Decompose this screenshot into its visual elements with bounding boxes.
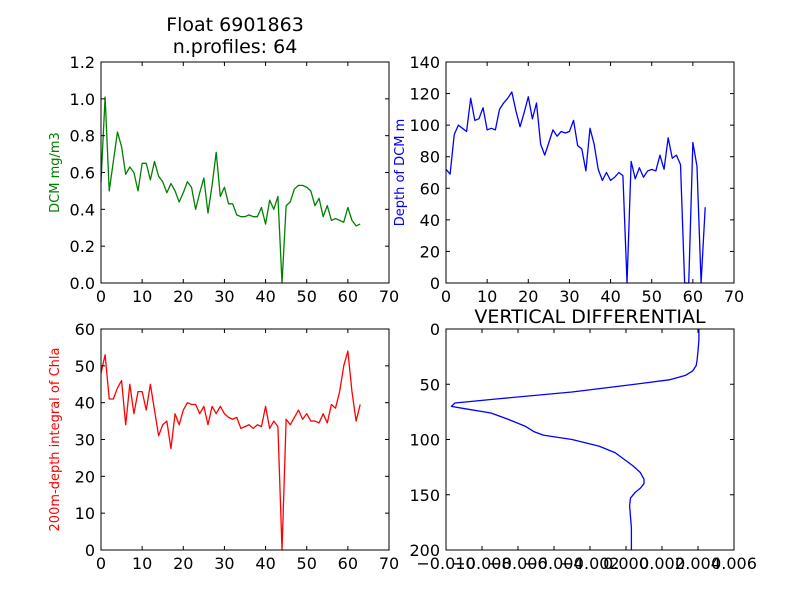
y-tick-label: 60	[75, 320, 95, 339]
x-tick-label: 20	[518, 287, 538, 306]
x-tick-label: 70	[379, 287, 399, 306]
y-tick-label: 30	[75, 431, 95, 450]
y-tick-label: 120	[409, 85, 440, 104]
x-tick-label: −0.010	[416, 554, 475, 573]
x-tick-label: 20	[173, 287, 193, 306]
series-line-3-1	[100, 350, 361, 551]
x-tick-label: 0.000	[603, 554, 649, 573]
y-tick-label: 0.0	[70, 274, 95, 293]
y-tick-label: 1.2	[70, 53, 95, 72]
panel-title: VERTICAL DIFFERENTIAL	[474, 306, 706, 328]
y-tick-label: 60	[420, 179, 440, 198]
y-tick-label: 20	[420, 242, 440, 261]
x-tick-label: 50	[642, 287, 662, 306]
y-tick-label: 20	[75, 467, 95, 486]
panel-3: 0 10 20 30 40 50 60 70 0 10 20 30 40 50 60 200m-depth i…	[48, 320, 399, 573]
x-tick-label: 0.004	[675, 554, 721, 573]
x-tick-label: 0	[96, 554, 106, 573]
y-tick-label: 50	[420, 375, 440, 394]
series-line-2-1	[445, 91, 706, 284]
x-tick-label: 40	[255, 287, 275, 306]
y-tick-label: 200	[409, 541, 440, 560]
y-tick-label: 0.6	[70, 164, 95, 183]
y-tick-label: 150	[409, 486, 440, 505]
x-tick-label: 0	[441, 287, 451, 306]
panel-2: 0 10 20 30 40 50 60 70 0 20 40 60 80 100 120 140 Depth o…	[393, 53, 744, 306]
x-tick-label: 20	[173, 554, 193, 573]
x-tick-label: 10	[132, 287, 152, 306]
y-tick-label: 10	[75, 504, 95, 523]
y-tick-label: 40	[420, 211, 440, 230]
x-tick-label: 0	[96, 287, 106, 306]
x-tick-label: 0.006	[711, 554, 757, 573]
chart-title-line-2: n.profiles: 64	[173, 36, 298, 58]
x-tick-label: 50	[297, 554, 317, 573]
panel-1: 0 10 20 30 40 50 60 70 0.0 0.2 0.4 0.6 0.8 1.0 1.2 DCM …	[48, 14, 399, 306]
y-tick-label: 0.8	[70, 127, 95, 146]
y-tick-label: 0	[85, 541, 95, 560]
y-tick-label: 0.2	[70, 237, 95, 256]
x-tick-label: −0.004	[524, 554, 583, 573]
x-tick-label: 30	[214, 554, 234, 573]
x-tick-label: 10	[477, 287, 497, 306]
x-tick-label: 60	[683, 287, 703, 306]
x-tick-label: 0.002	[639, 554, 685, 573]
x-tick-label: 70	[724, 287, 744, 306]
x-tick-label: −0.002	[560, 554, 619, 573]
x-tick-label: 40	[255, 554, 275, 573]
y-tick-label: 140	[409, 53, 440, 72]
y-tick-label: 50	[75, 357, 95, 376]
x-tick-label: 10	[132, 554, 152, 573]
y-tick-label: 80	[420, 148, 440, 167]
x-tick-label: 60	[338, 287, 358, 306]
x-tick-label: 30	[214, 287, 234, 306]
plot-frame	[445, 61, 735, 284]
y-tick-label: 1.0	[70, 90, 95, 109]
y-tick-label: 0.4	[70, 200, 95, 219]
y-tick-label: 0	[430, 320, 440, 339]
x-tick-label: 40	[600, 287, 620, 306]
y-axis-label: DCM mg/m3	[48, 132, 63, 213]
y-axis-label: Depth of DCM m	[393, 119, 408, 227]
y-axis-label: 200m-depth integral of Chla	[48, 348, 63, 532]
y-tick-label: 40	[75, 394, 95, 413]
x-tick-label: 30	[559, 287, 579, 306]
y-tick-label: 100	[409, 431, 440, 450]
x-tick-label: 60	[338, 554, 358, 573]
y-tick-label: 0	[430, 274, 440, 293]
x-tick-label: −0.008	[452, 554, 511, 573]
x-tick-label: 50	[297, 287, 317, 306]
y-tick-label: 100	[409, 116, 440, 135]
series-line-1-1	[100, 96, 361, 284]
x-tick-label: 70	[379, 554, 399, 573]
panel-4: −0.010−0.008−0.006−0.004−0.0020.0000.002…	[409, 306, 756, 573]
chart-title-line-1: Float 6901863	[166, 14, 304, 36]
x-tick-label: −0.006	[488, 554, 547, 573]
series-line-4-1	[450, 329, 700, 550]
